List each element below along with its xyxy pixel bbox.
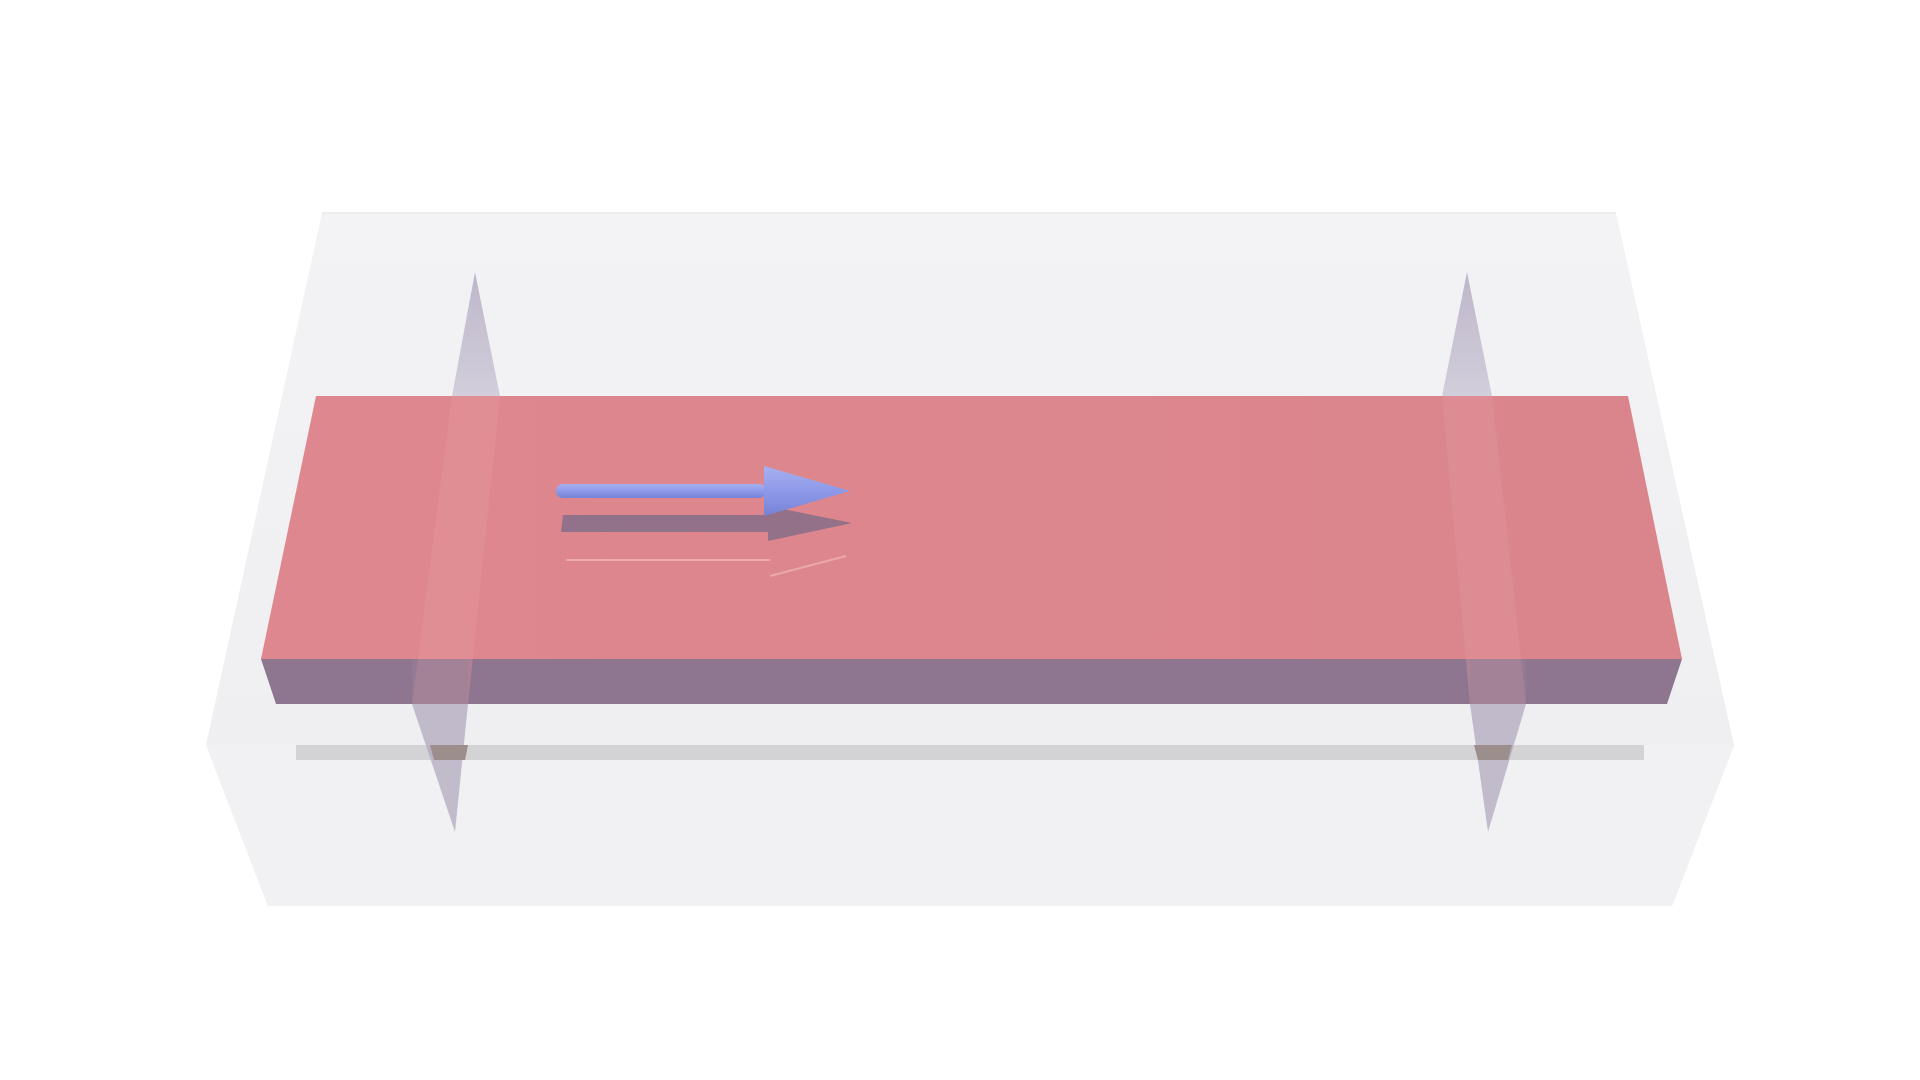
pink-slab bbox=[261, 396, 1682, 704]
slab-front-face bbox=[261, 659, 1682, 704]
left-pin-through-slab bbox=[412, 396, 500, 704]
right-pin-upper bbox=[1442, 272, 1492, 396]
right-pin bbox=[1442, 272, 1526, 832]
left-pin-through-slab-side bbox=[412, 659, 468, 704]
left-pin-lower bbox=[412, 704, 468, 832]
right-pin-through-slab bbox=[1442, 396, 1526, 704]
arrow-head bbox=[764, 466, 850, 516]
blue-arrow bbox=[556, 466, 852, 577]
left-pin bbox=[412, 272, 500, 832]
arrow-reflection-head bbox=[769, 555, 847, 577]
container-inner-ledge bbox=[296, 745, 1644, 760]
right-pin-through-slab-side bbox=[1470, 659, 1526, 704]
arrow-shadow bbox=[561, 506, 852, 541]
container-front-face bbox=[206, 745, 1734, 906]
slab-top-face bbox=[261, 396, 1682, 659]
right-pin-lower bbox=[1470, 704, 1526, 832]
right-pin-ledge-shadow bbox=[1474, 745, 1512, 760]
arrow-shaft bbox=[556, 484, 766, 498]
left-pin-upper bbox=[452, 272, 500, 396]
left-pin-ledge-shadow bbox=[430, 745, 468, 760]
